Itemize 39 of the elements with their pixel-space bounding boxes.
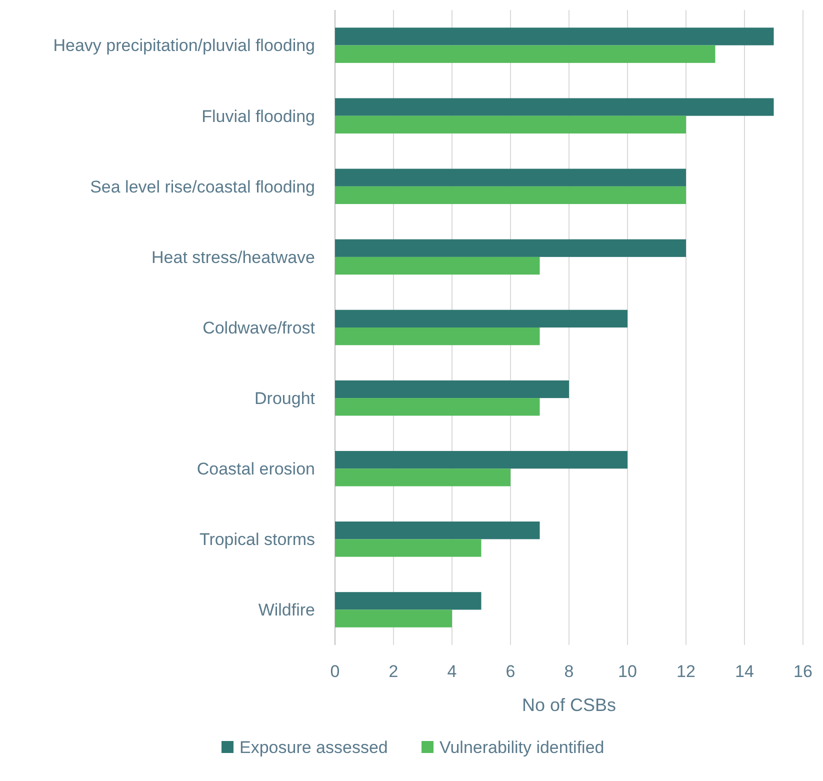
x-tick-label: 8	[564, 662, 574, 681]
bar	[335, 539, 482, 557]
x-tick-label: 4	[447, 662, 457, 681]
bar	[335, 256, 540, 275]
bar	[335, 468, 510, 486]
bar	[335, 328, 540, 346]
y-tick-label: Coldwave/frost	[202, 318, 316, 338]
bar	[335, 380, 569, 398]
y-tick-label: Heavy precipitation/pluvial flooding	[53, 36, 315, 56]
bar	[335, 98, 774, 116]
bar	[335, 45, 716, 63]
x-axis-title: No of CSBs	[522, 695, 616, 715]
bar	[335, 610, 452, 628]
bar	[335, 168, 686, 186]
legend-label: Vulnerability identified	[440, 738, 604, 757]
y-tick-label: Tropical storms	[199, 530, 315, 550]
x-tick-label: 12	[676, 662, 696, 681]
legend-label: Exposure assessed	[240, 738, 388, 757]
bar	[335, 522, 540, 540]
bar	[335, 186, 686, 204]
y-tick-label: Wildfire	[258, 600, 315, 620]
y-tick-label: Heat stress/heatwave	[152, 248, 315, 267]
x-tick-label: 6	[506, 662, 516, 681]
x-tick-label: 10	[618, 662, 637, 681]
bar	[335, 450, 628, 469]
bar	[335, 592, 482, 610]
y-tick-label: Fluvial flooding	[202, 106, 315, 126]
x-tick-label: 14	[735, 662, 754, 681]
bar	[335, 310, 628, 328]
bar	[335, 239, 686, 257]
bar	[335, 116, 686, 134]
x-tick-label: 0	[330, 662, 340, 681]
bar	[335, 398, 540, 416]
y-tick-label: Sea level rise/coastal flooding	[90, 177, 315, 196]
x-tick-label: 2	[388, 662, 398, 681]
y-tick-label: Drought	[254, 389, 316, 408]
y-tick-label: Coastal erosion	[196, 460, 315, 479]
bar	[335, 28, 774, 46]
x-tick-label: 16	[794, 662, 812, 681]
